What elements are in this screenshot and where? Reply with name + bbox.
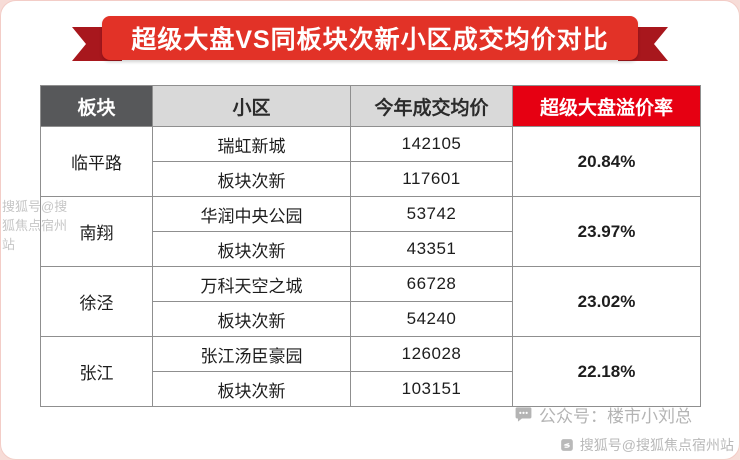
community-cell: 华润中央公园: [152, 196, 351, 232]
community-cell: 板块次新: [152, 231, 351, 267]
table-row: 板块次新 54240: [41, 301, 701, 337]
price-cell: 142105: [350, 126, 513, 162]
table-row: 张江 张江汤臣豪园 126028 22.18%: [40, 336, 701, 407]
price-cell: 43351: [350, 231, 513, 267]
community-cell: 板块次新: [152, 371, 351, 407]
premium-cell: 23.02%: [512, 266, 701, 337]
chat-bubble-icon: [515, 407, 532, 422]
table-header-row: 板块 小区 今年成交均价 超级大盘溢价率: [40, 85, 701, 127]
wechat-watermark-text: 公众号：楼市小刘总: [539, 407, 692, 426]
header-premium: 超级大盘溢价率: [512, 85, 701, 127]
header-price: 今年成交均价: [350, 85, 513, 127]
table-row: 板块次新 43351: [41, 231, 701, 267]
page-title: 超级大盘VS同板块次新小区成交均价对比: [131, 26, 609, 54]
community-cell: 瑞虹新城: [152, 126, 351, 162]
price-cell: 54240: [350, 301, 513, 337]
wechat-watermark: 公众号：楼市小刘总: [514, 402, 692, 427]
sohu-watermark-text: 搜狐号@搜狐焦点宿州站: [2, 199, 68, 252]
price-cell: 117601: [350, 161, 513, 197]
sector-cell: 张江: [40, 336, 153, 407]
sohu-watermark-text: 搜狐号@搜狐焦点宿州站: [579, 437, 734, 453]
table-row: 临平路 瑞虹新城 142105 20.84%: [40, 126, 701, 197]
sohu-watermark-left: 搜狐号@搜狐焦点宿州站: [2, 198, 76, 255]
header-sector: 板块: [40, 85, 153, 127]
price-comparison-table: 板块 小区 今年成交均价 超级大盘溢价率 临平路 瑞虹新城 142105 20.…: [40, 85, 701, 407]
community-cell: 板块次新: [152, 301, 351, 337]
price-cell: 53742: [350, 196, 513, 232]
table-row: 南翔 华润中央公园 53742 23.97%: [40, 196, 701, 267]
community-cell: 万科天空之城: [152, 266, 351, 302]
price-cell: 103151: [350, 371, 513, 407]
sector-cell: 徐泾: [40, 266, 153, 337]
table-row: 板块次新 103151: [41, 371, 701, 407]
premium-cell: 20.84%: [512, 126, 701, 197]
title-banner: 超级大盘VS同板块次新小区成交均价对比: [102, 16, 638, 60]
sector-cell: 临平路: [40, 126, 153, 197]
community-cell: 板块次新: [152, 161, 351, 197]
premium-cell: 22.18%: [512, 336, 701, 407]
header-community: 小区: [152, 85, 351, 127]
community-cell: 张江汤臣豪园: [152, 336, 351, 372]
sohu-logo-icon: [560, 439, 573, 451]
premium-cell: 23.97%: [512, 196, 701, 267]
table-row: 徐泾 万科天空之城 66728 23.02%: [40, 266, 701, 337]
sohu-watermark-bottom: 搜狐号@搜狐焦点宿州站: [560, 435, 734, 455]
price-cell: 126028: [350, 336, 513, 372]
price-cell: 66728: [350, 266, 513, 302]
